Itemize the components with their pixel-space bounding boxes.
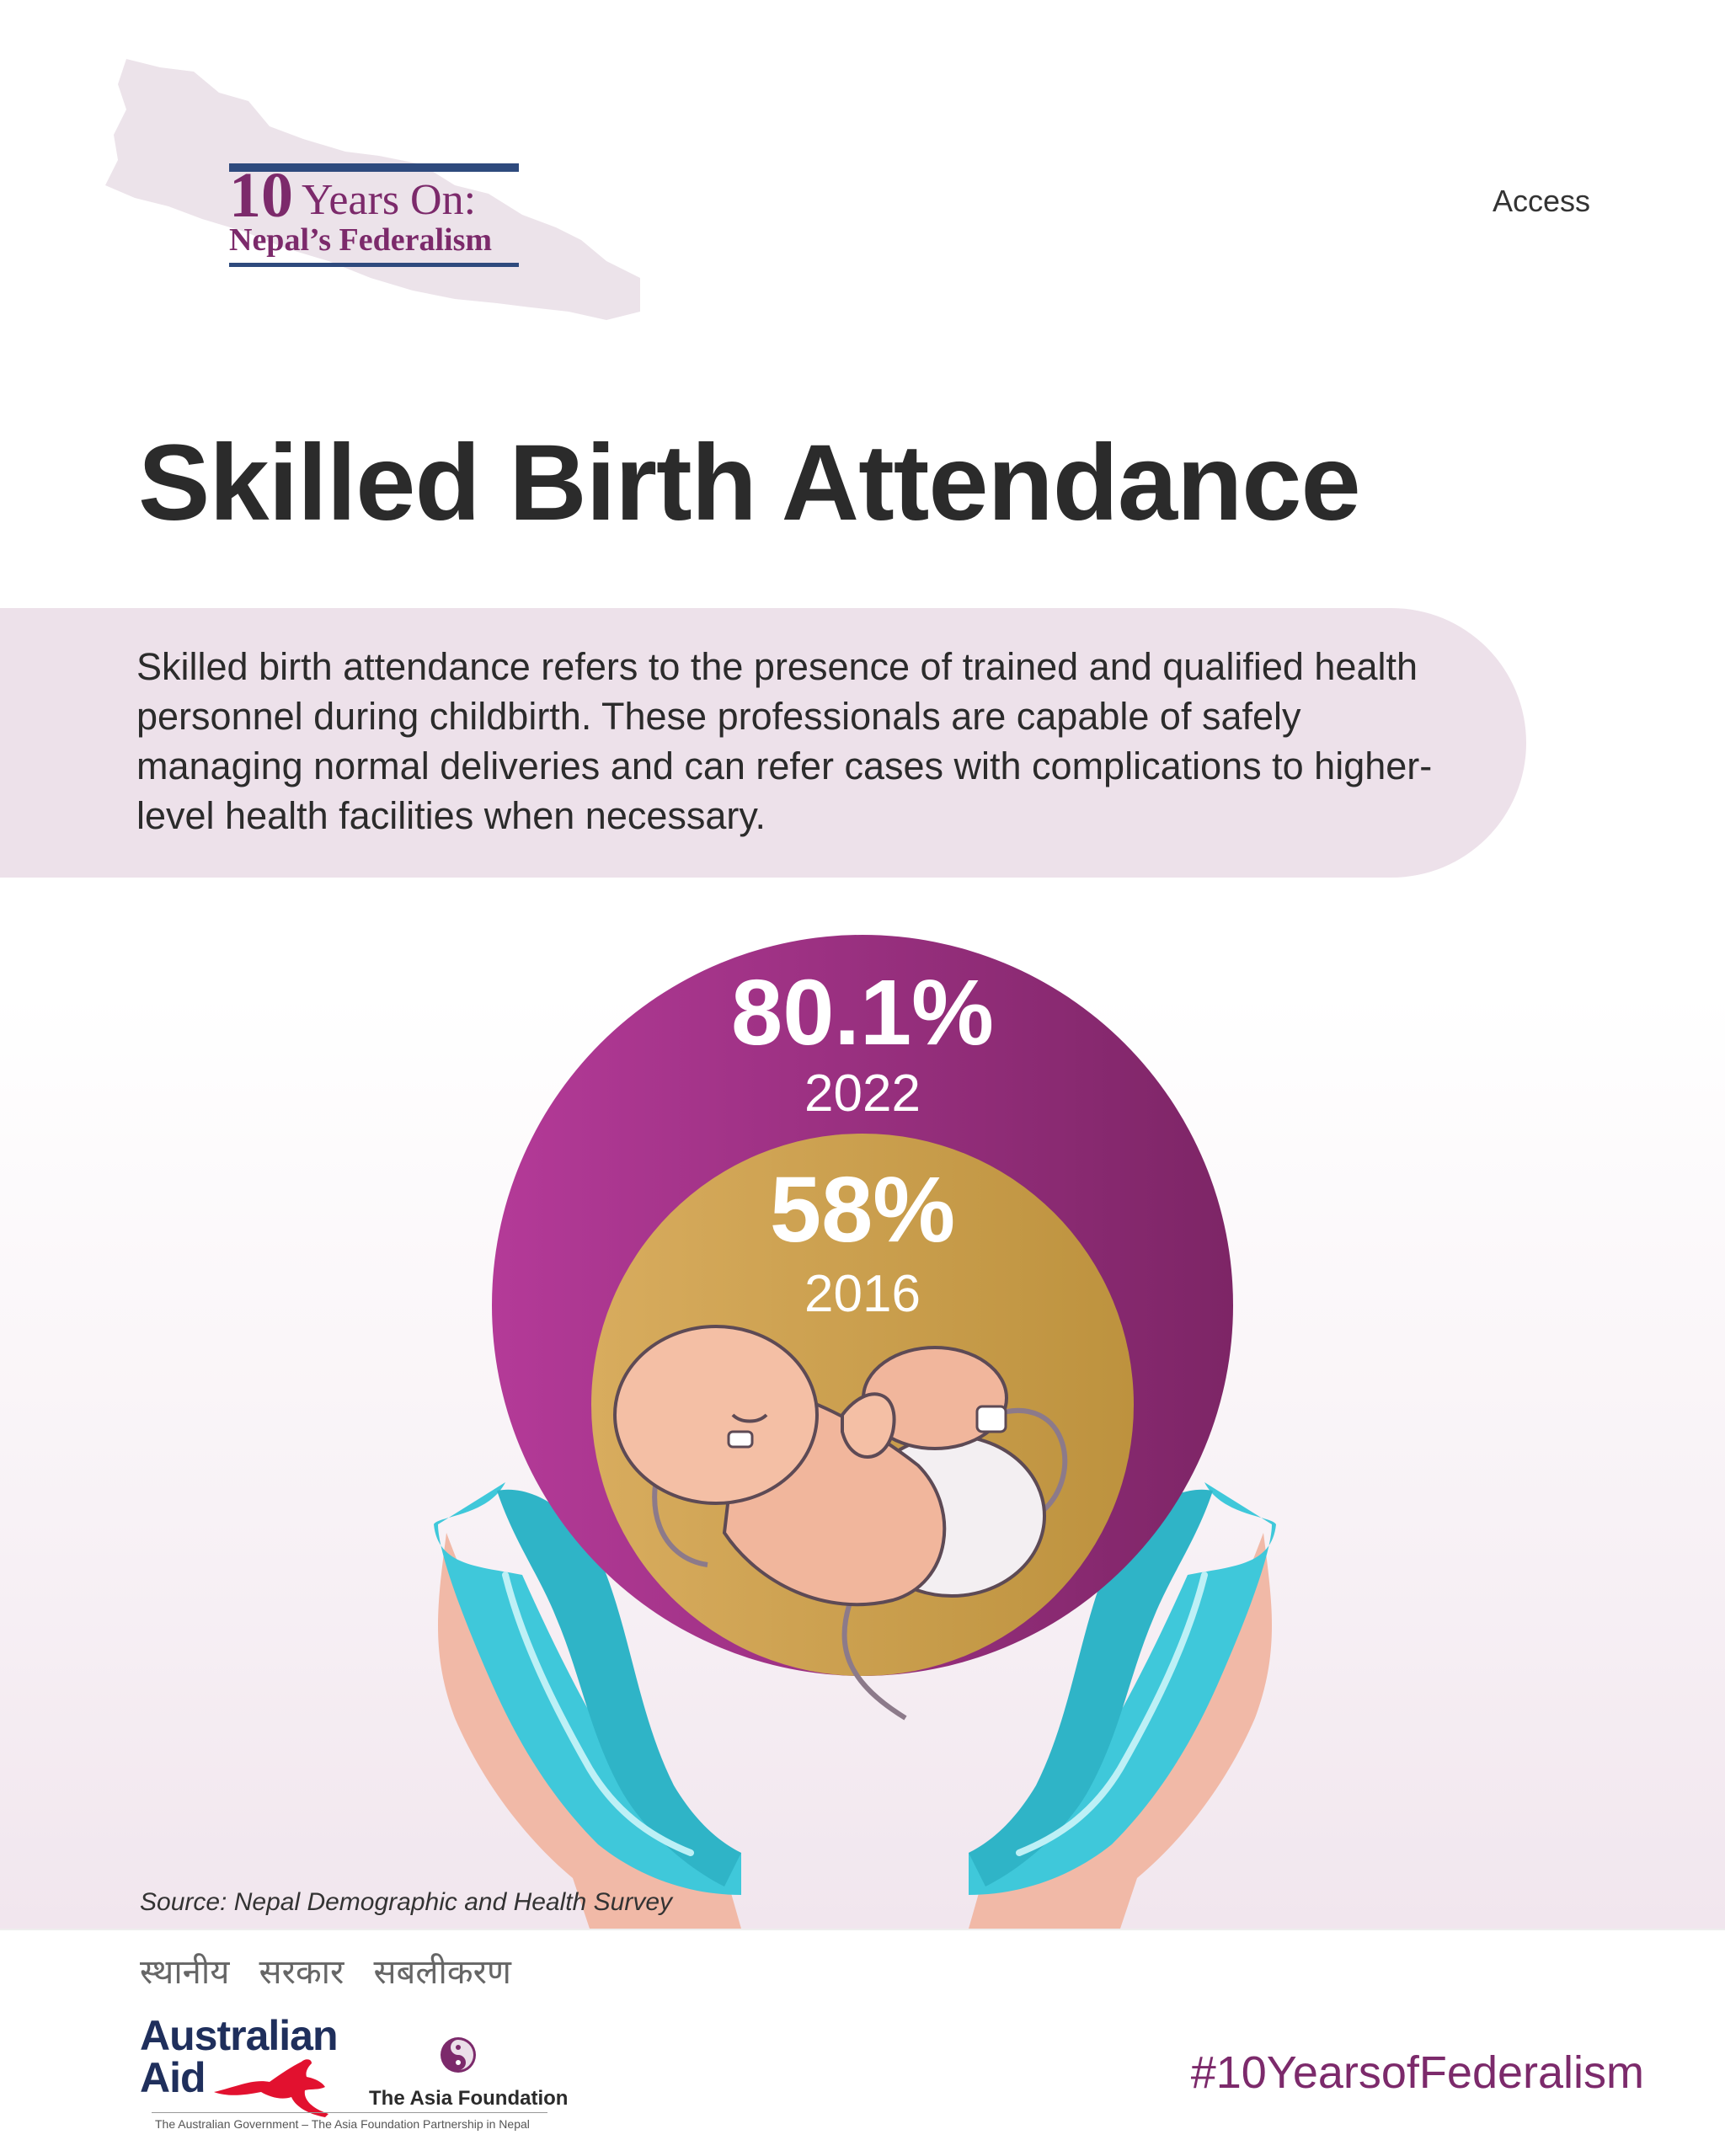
chart-year-2016: 2016 bbox=[804, 1265, 921, 1323]
description-text: Skilled birth attendance refers to the p… bbox=[136, 645, 1433, 837]
australian-aid-logo: Australian Aid bbox=[140, 2012, 339, 2101]
chart-value-2016: 58% bbox=[769, 1158, 956, 1262]
australian-aid-line1: Australian bbox=[140, 2012, 339, 2059]
source-note: Source: Nepal Demographic and Health Sur… bbox=[140, 1888, 673, 1916]
nepal-map-icon bbox=[105, 59, 640, 320]
chart-year-2022: 2022 bbox=[804, 1065, 921, 1123]
partnership-divider bbox=[152, 2112, 547, 2113]
chart-value-2022: 80.1% bbox=[731, 961, 994, 1065]
kangaroo-icon bbox=[214, 2059, 328, 2117]
logo-line2: Nepal’s Federalism bbox=[229, 222, 493, 258]
logo-bottom-bar bbox=[229, 263, 519, 267]
logo-line1: Years On: bbox=[302, 176, 477, 224]
asia-foundation-logo-icon bbox=[441, 2037, 476, 2073]
footer-divider bbox=[0, 1929, 1725, 1930]
category-label: Access bbox=[1492, 184, 1590, 218]
footer-tagline: स्थानीय सरकार सबलीकरण bbox=[140, 1954, 511, 1991]
description-panel bbox=[0, 608, 1526, 878]
page-title: Skilled Birth Attendance bbox=[138, 423, 1361, 543]
asia-foundation-name: The Asia Foundation bbox=[369, 2087, 569, 2110]
background-gradient bbox=[0, 994, 1725, 1929]
partnership-text: The Australian Government – The Asia Fou… bbox=[155, 2117, 530, 2131]
logo-number: 10 bbox=[229, 160, 293, 231]
australian-aid-line2: Aid bbox=[140, 2054, 206, 2101]
logo-top-bar bbox=[229, 163, 519, 172]
hashtag: #10YearsofFederalism bbox=[1190, 2047, 1644, 2098]
